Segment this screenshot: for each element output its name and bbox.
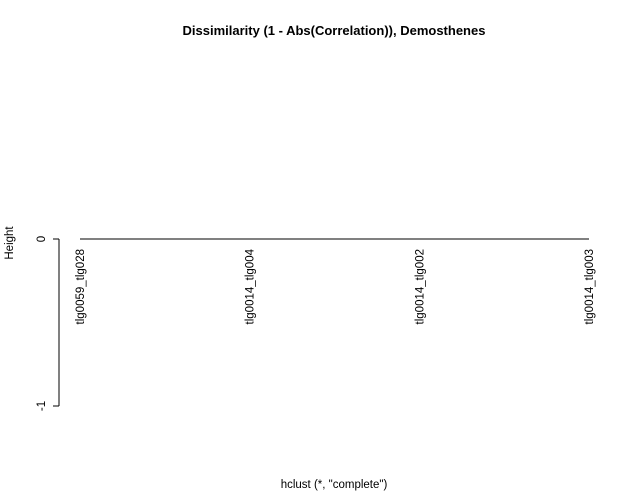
y-axis-label: Height <box>4 226 16 260</box>
leaf-label: tlg0014_tlg004 <box>245 248 257 324</box>
y-tick-label: -1 <box>36 401 48 411</box>
y-axis: 0 -1 <box>36 236 60 411</box>
leaf-labels: tlg0059_tlg028 tlg0014_tlg004 tlg0014_tlg0… <box>75 248 596 324</box>
leaf-label: tlg0059_tlg028 <box>75 249 87 324</box>
y-tick-label: 0 <box>36 236 48 242</box>
chart-title: Dissimilarity (1 - Abs(Correlation)), De… <box>183 23 486 38</box>
leaf-label: tlg0014_tlg002 <box>414 249 426 324</box>
x-axis-label: hclust (*, "complete") <box>281 479 388 491</box>
leaf-label: tlg0014_tlg003 <box>584 249 596 324</box>
